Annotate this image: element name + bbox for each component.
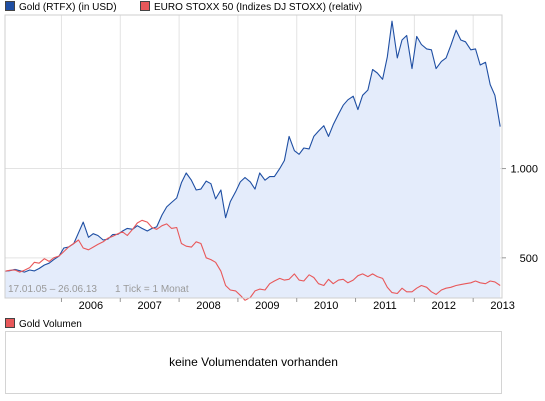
date-range-text: 17.01.05 – 26.06.13 bbox=[8, 284, 97, 295]
x-tick-label: 2012 bbox=[432, 300, 456, 312]
volume-panel: keine Volumendaten vorhanden bbox=[5, 331, 502, 394]
gold-area bbox=[5, 21, 501, 298]
series-line-1 bbox=[4, 219, 501, 301]
eurostoxx-swatch-icon bbox=[140, 1, 150, 11]
legend-item-gold[interactable]: Gold (RTFX) (in USD) bbox=[5, 1, 117, 15]
x-tick-label: 2008 bbox=[196, 300, 220, 312]
x-tick-label: 2006 bbox=[79, 300, 103, 312]
x-tick-label: 2007 bbox=[137, 300, 161, 312]
y-tick-label: 1.000 bbox=[510, 164, 538, 176]
x-tick-label: 2009 bbox=[255, 300, 279, 312]
price-chart: 500 1.000 2006 2007 2008 2009 2010 2011 2012 201… bbox=[4, 14, 538, 312]
legend-item-eurostoxx[interactable]: EURO STOXX 50 (Indizes DJ STOXX) (relati… bbox=[140, 1, 362, 15]
legend-label-eurostoxx: EURO STOXX 50 (Indizes DJ STOXX) (relati… bbox=[154, 2, 363, 13]
series-line-0 bbox=[4, 20, 501, 273]
y-axis: 500 1.000 bbox=[502, 164, 538, 265]
x-tick-label: 2013 bbox=[490, 300, 514, 312]
x-tick-label: 2011 bbox=[373, 300, 397, 312]
series-area-0 bbox=[5, 21, 501, 298]
x-tick-label: 2010 bbox=[314, 300, 338, 312]
plot-frame bbox=[4, 14, 503, 299]
x-axis: 2006 2007 2008 2009 2010 2011 2012 2013 bbox=[60, 298, 515, 312]
tick-info-text: 1 Tick = 1 Monat bbox=[115, 284, 189, 295]
gold-swatch-icon bbox=[5, 1, 15, 11]
legend-label-gold: Gold (RTFX) (in USD) bbox=[19, 2, 117, 13]
no-volume-message: keine Volumendaten vorhanden bbox=[169, 355, 338, 369]
volume-swatch-icon bbox=[5, 318, 15, 328]
y-tick-label: 500 bbox=[520, 253, 538, 265]
volume-legend-label: Gold Volumen bbox=[19, 319, 82, 330]
series-lines bbox=[4, 20, 501, 301]
volume-legend[interactable]: Gold Volumen bbox=[5, 318, 82, 331]
